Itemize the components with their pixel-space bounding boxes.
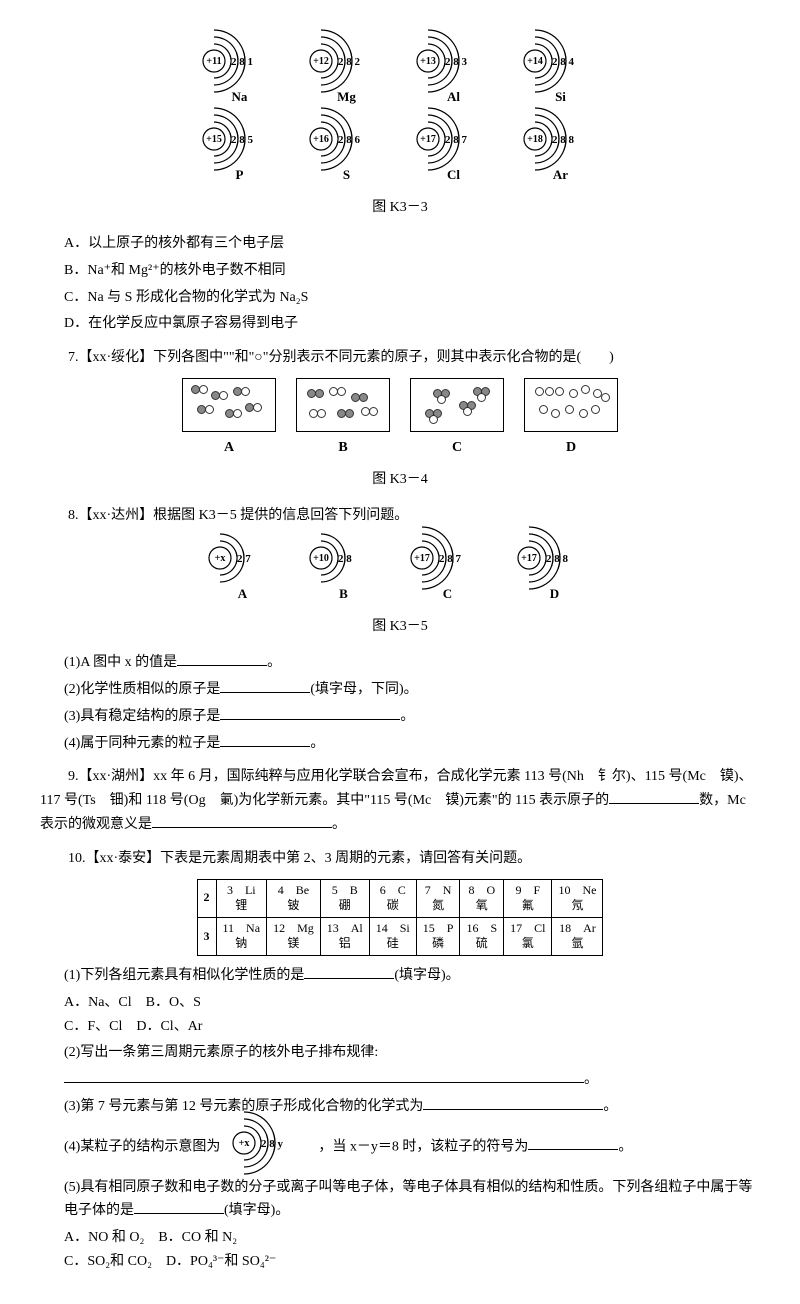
svg-text:+18: +18 — [527, 134, 543, 145]
q6-opt-d: D．在化学反应中氯原子容易得到电子 — [64, 312, 760, 336]
q8-s4: (4)属于同种元素的粒子是。 — [64, 732, 760, 756]
svg-text:+17: +17 — [414, 553, 430, 564]
atom-Na: +11 2 8 1 Na — [198, 40, 281, 108]
q8-s3: (3)具有稳定结构的原子是。 — [64, 705, 760, 729]
svg-text:+15: +15 — [206, 134, 222, 145]
svg-text:+17: +17 — [521, 553, 537, 564]
svg-text:2 8 3: 2 8 3 — [445, 56, 468, 68]
svg-text:2 8 7: 2 8 7 — [445, 134, 468, 146]
svg-text:2 8 2: 2 8 2 — [338, 56, 361, 68]
q9-text: 9.【xx·湖州】xx 年 6 月，国际纯粹与应用化学联合会宣布，合成化学元素 … — [40, 765, 760, 836]
atom-C: +17 2 8 7 C — [406, 537, 489, 605]
q10-s1: (1)下列各组元素具有相似化学性质的是(填字母)。 — [64, 964, 760, 988]
fig3: +11 2 8 1 Na +12 2 8 2 Mg +13 2 8 3 Al +… — [40, 40, 760, 220]
q6-opt-a: A．以上原子的核外都有三个电子层 — [64, 232, 760, 256]
q6-opt-c: C．Na 与 S 形成化合物的化学式为 Na₂S — [64, 286, 760, 310]
svg-text:2 7: 2 7 — [237, 553, 251, 565]
q7-text: 7.【xx·绥化】下列各图中""和"○"分别表示不同元素的原子，则其中表示化合物… — [40, 346, 760, 370]
atom-Cl: +17 2 8 7 Cl — [412, 118, 495, 186]
mol-box-D — [524, 378, 618, 432]
svg-text:2 8 6: 2 8 6 — [338, 134, 361, 146]
q10-intro: 10.【xx·泰安】下表是元素周期表中第 2、3 周期的元素，请回答有关问题。 — [40, 847, 760, 871]
atom-Mg: +12 2 8 2 Mg — [305, 40, 388, 108]
svg-text:+13: +13 — [420, 56, 436, 67]
mol-box-B — [296, 378, 390, 432]
svg-text:+x: +x — [238, 1138, 249, 1149]
svg-text:2 8 1: 2 8 1 — [231, 56, 253, 68]
atom-A: +x 2 7 A — [204, 537, 281, 605]
svg-text:2 8 4: 2 8 4 — [552, 56, 575, 68]
fig3-caption: 图 K3－3 — [40, 196, 760, 220]
q6-opt-b: B．Na⁺和 Mg²⁺的核外电子数不相同 — [64, 259, 760, 283]
q10-o1: A．Na、Cl B．O、S — [64, 991, 760, 1015]
svg-text:2 8 7: 2 8 7 — [439, 553, 462, 565]
mol-box-A — [182, 378, 276, 432]
svg-text:2 8 8: 2 8 8 — [546, 553, 569, 565]
svg-text:+x: +x — [215, 553, 226, 564]
atom-P: +15 2 8 5 P — [198, 118, 281, 186]
q7-caption: 图 K3－4 — [40, 468, 760, 492]
svg-text:+11: +11 — [206, 56, 221, 67]
q7-figures: ABCD — [40, 378, 760, 460]
q8-s2: (2)化学性质相似的原子是(填字母，下同)。 — [64, 678, 760, 702]
q10-o5b: C．SO₂和 CO₂ D．PO₄³⁻和 SO₄²⁻ — [64, 1250, 760, 1274]
q10-s2: (2)写出一条第三周期元素原子的核外电子排布规律: — [64, 1041, 760, 1065]
q10-s2-blank: 。 — [64, 1068, 760, 1092]
svg-text:+10: +10 — [313, 553, 329, 564]
mol-box-C — [410, 378, 504, 432]
q10-s3: (3)第 7 号元素与第 12 号元素的原子形成化合物的化学式为。 — [64, 1095, 760, 1119]
q10-s4: (4)某粒子的结构示意图为 +x 2 8 y ，当 x－y＝8 时，该粒子的符号… — [64, 1122, 760, 1173]
svg-text:2 8 5: 2 8 5 — [231, 134, 254, 146]
atom-S: +16 2 8 6 S — [305, 118, 388, 186]
atom-Al: +13 2 8 3 Al — [412, 40, 495, 108]
svg-text:2 8: 2 8 — [338, 553, 352, 565]
q8-s1: (1)A 图中 x 的值是。 — [64, 651, 760, 675]
atom-B: +10 2 8 B — [305, 537, 382, 605]
q10-s5: (5)具有相同原子数和电子数的分子或离子叫等电子体，等电子体具有相似的结构和性质… — [64, 1176, 760, 1224]
svg-text:+12: +12 — [313, 56, 329, 67]
svg-text:+16: +16 — [313, 134, 329, 145]
svg-text:+14: +14 — [527, 56, 543, 67]
svg-text:2 8 y: 2 8 y — [261, 1138, 284, 1150]
q10-o2: C．F、Cl D．Cl、Ar — [64, 1015, 760, 1039]
q8-caption: 图 K3－5 — [40, 615, 760, 639]
svg-text:+17: +17 — [420, 134, 436, 145]
atom-D: +17 2 8 8 D — [513, 537, 596, 605]
atom-Ar: +18 2 8 8 Ar — [519, 118, 602, 186]
q8-atoms: +x 2 7 A +10 2 8 B +17 2 8 7 C +17 2 8 8… — [40, 537, 760, 605]
q8-intro: 8.【xx·达州】根据图 K3－5 提供的信息回答下列问题。 — [40, 504, 760, 528]
atom-Si: +14 2 8 4 Si — [519, 40, 602, 108]
periodic-table: 23 Li锂4 Be铍5 B硼6 C碳7 N氮8 O氧9 F氟10 Ne氖311… — [197, 879, 604, 956]
svg-text:2 8 8: 2 8 8 — [552, 134, 575, 146]
q10-o5a: A．NO 和 O₂ B．CO 和 N₂ — [64, 1226, 760, 1250]
